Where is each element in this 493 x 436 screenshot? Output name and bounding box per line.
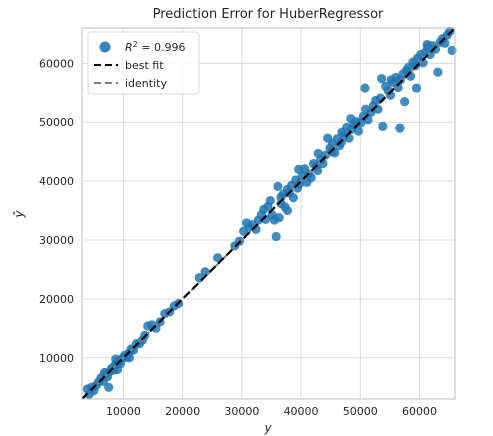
data-point <box>346 114 356 124</box>
legend-r2-label: R2 = 0.996 <box>125 40 185 55</box>
y-tick-label: 30000 <box>39 234 74 247</box>
legend-r2-superscript: 2 <box>133 40 138 49</box>
y-tick-label: 60000 <box>39 57 74 70</box>
best-fit-line <box>81 27 456 400</box>
legend: R2 = 0.996 best fit identity <box>87 31 200 95</box>
x-tick-label: 10000 <box>106 405 141 418</box>
plot-frame <box>81 27 456 400</box>
data-point <box>294 164 304 174</box>
y-tick-label: 10000 <box>39 352 74 365</box>
data-point <box>411 83 422 93</box>
legend-r2-value: = 0.996 <box>138 41 186 54</box>
ticks-layer: 10000 20000 30000 40000 50000 60000 10000 20000… <box>39 57 437 418</box>
data-point <box>360 83 370 93</box>
data-point <box>111 354 121 364</box>
legend-r2-prefix: R <box>125 41 133 54</box>
legend-identity-label: identity <box>125 77 167 90</box>
y-tick-label: 20000 <box>39 293 74 306</box>
data-point <box>376 74 387 84</box>
y-axis-label: ŷ <box>12 210 26 219</box>
x-tick-label: 30000 <box>224 405 259 418</box>
y-tick-label: 50000 <box>39 116 74 129</box>
data-point <box>306 172 316 183</box>
data-point <box>445 26 455 37</box>
data-point <box>400 97 410 107</box>
data-point <box>274 213 284 223</box>
legend-box <box>87 31 200 95</box>
data-point <box>433 67 443 77</box>
y-tick-label: 40000 <box>39 175 74 188</box>
legend-best-fit-label: best fit <box>125 59 164 72</box>
data-point <box>385 90 396 100</box>
data-point <box>273 181 283 192</box>
x-tick-label: 50000 <box>343 405 378 418</box>
x-axis-label: y <box>263 421 272 435</box>
chart-title: Prediction Error for HuberRegressor <box>153 7 384 22</box>
lines-layer <box>81 27 456 400</box>
data-point <box>282 205 293 216</box>
data-point <box>260 214 271 224</box>
data-point <box>104 382 114 392</box>
data-point <box>271 231 281 242</box>
data-point <box>422 39 432 50</box>
data-point <box>410 61 420 71</box>
data-point <box>378 121 388 131</box>
data-point <box>265 195 275 206</box>
data-point <box>288 193 298 203</box>
data-point <box>386 75 396 85</box>
data-point <box>418 58 428 68</box>
x-tick-label: 20000 <box>165 405 200 418</box>
legend-point-marker <box>99 41 111 53</box>
data-point <box>395 123 405 133</box>
x-tick-label: 60000 <box>402 405 437 418</box>
data-point <box>447 45 457 55</box>
data-point <box>212 253 223 263</box>
data-point <box>430 44 441 54</box>
data-point <box>393 82 403 93</box>
x-tick-label: 40000 <box>284 405 319 418</box>
data-point <box>353 126 364 136</box>
